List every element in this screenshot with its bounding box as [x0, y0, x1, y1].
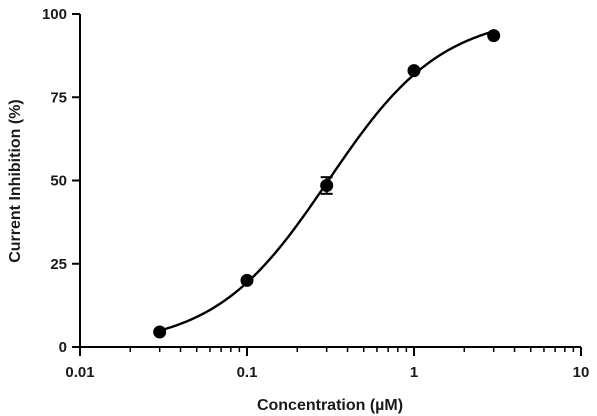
x-ticks: 0.01 0.1 1 10	[65, 347, 589, 381]
y-tick-label: 100	[42, 6, 67, 23]
data-points	[153, 29, 501, 339]
x-tick-label: 0.01	[65, 364, 94, 381]
x-tick-label: 0.1	[237, 364, 258, 381]
data-point	[487, 29, 501, 43]
x-axis: 0.01 0.1 1 10	[65, 346, 589, 381]
y-tick-label: 0	[59, 339, 67, 356]
y-ticks: 0 25 50 75 100	[42, 6, 80, 356]
x-tick-label: 1	[410, 364, 418, 381]
x-tick-label: 10	[573, 364, 590, 381]
data-point	[153, 325, 167, 339]
x-axis-title: Concentration (µM)	[257, 397, 403, 414]
data-point	[407, 64, 421, 78]
y-tick-label: 50	[50, 173, 67, 190]
y-tick-label: 75	[50, 89, 67, 106]
y-tick-label: 25	[50, 256, 67, 273]
y-axis-title: Current Inhibition (%)	[7, 99, 24, 263]
data-point	[240, 273, 254, 287]
data-point	[320, 178, 334, 192]
y-axis: 0 25 50 75 100	[42, 6, 81, 356]
